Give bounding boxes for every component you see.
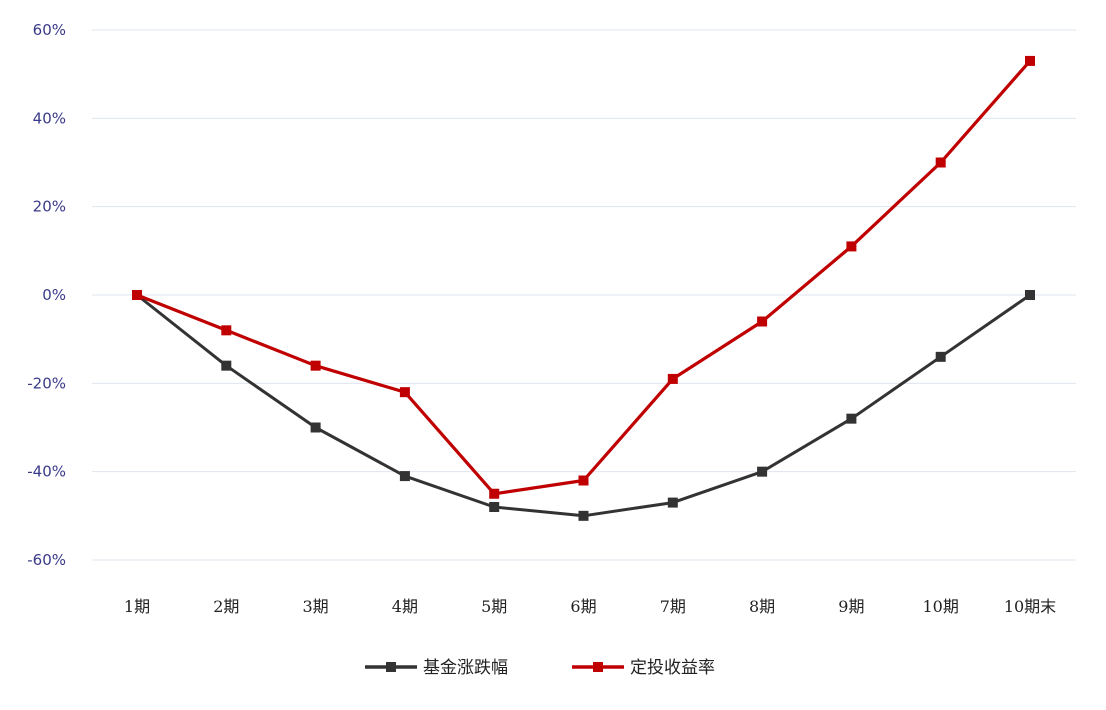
data-point [935, 157, 946, 168]
data-point [846, 413, 857, 424]
grid-lines [92, 29, 1076, 561]
data-point [757, 466, 768, 477]
x-axis-ticks: 1期 2期 3期 4期 5期 6期 7期 8期 9期 10期 10期末 [124, 597, 1056, 616]
data-point [935, 351, 946, 362]
y-tick-label: -20% [27, 374, 66, 392]
data-point [399, 387, 410, 398]
data-point [578, 475, 589, 486]
data-point [132, 290, 142, 300]
series-1 [132, 290, 1035, 521]
x-tick-label: 8期 [749, 597, 775, 616]
y-tick-label: 60% [33, 21, 66, 39]
x-tick-label: 9期 [838, 597, 864, 616]
legend-item: 基金涨跌幅 [365, 658, 508, 678]
data-point [846, 241, 857, 252]
legend-marker [386, 662, 396, 672]
y-axis-ticks: 60% 40% 20% 0% -20% -40% -60% [27, 21, 66, 569]
data-point [667, 497, 678, 508]
y-tick-label: -60% [27, 551, 66, 569]
data-point [757, 316, 768, 327]
legend-marker [593, 662, 603, 672]
data-point [310, 422, 321, 433]
series-2 [132, 55, 1035, 499]
data-point [1025, 290, 1035, 300]
x-tick-label: 7期 [660, 597, 686, 616]
x-tick-label: 3期 [303, 597, 329, 616]
series-lines [132, 55, 1035, 521]
data-point [489, 488, 500, 499]
x-tick-label: 4期 [392, 597, 418, 616]
x-tick-label: 10期 [923, 597, 959, 616]
x-tick-label: 1期 [124, 597, 150, 616]
data-point [489, 502, 500, 512]
legend-label: 基金涨跌幅 [423, 658, 508, 678]
data-point [399, 471, 410, 482]
x-tick-label: 10期末 [1004, 597, 1056, 616]
y-tick-label: 40% [33, 109, 66, 127]
data-point [578, 510, 589, 521]
y-tick-label: -40% [27, 463, 66, 481]
data-point [310, 360, 321, 371]
x-tick-label: 5期 [481, 597, 507, 616]
legend-label: 定投收益率 [630, 658, 715, 678]
data-point [1025, 55, 1035, 66]
y-tick-label: 0% [42, 286, 66, 304]
series-line [136, 59, 1032, 496]
y-tick-label: 20% [33, 198, 66, 216]
x-tick-label: 6期 [570, 597, 596, 616]
data-point [221, 325, 232, 336]
x-tick-label: 2期 [213, 597, 239, 616]
data-point [667, 373, 678, 384]
data-point [221, 360, 232, 371]
legend: 基金涨跌幅 定投收益率 [365, 658, 715, 678]
legend-item: 定投收益率 [572, 658, 715, 678]
